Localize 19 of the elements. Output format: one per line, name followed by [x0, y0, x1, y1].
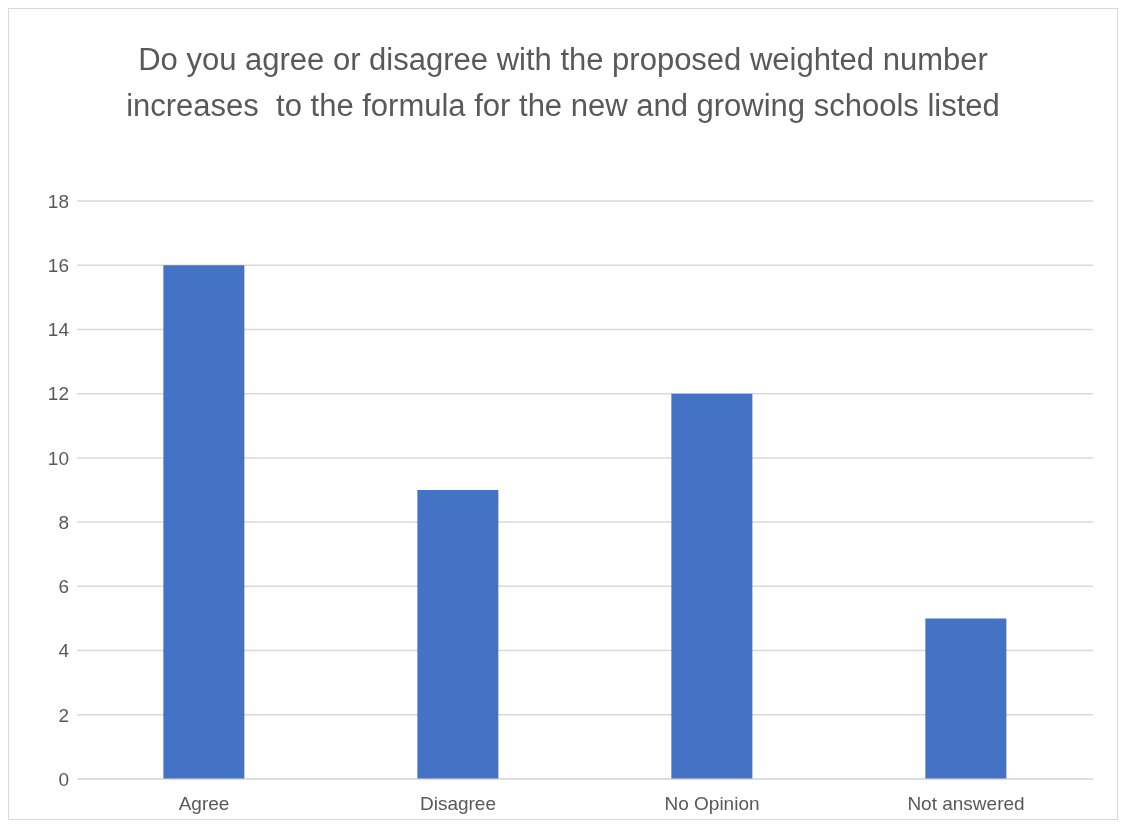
- y-tick-label: 10: [47, 447, 69, 469]
- y-tick-label: 0: [58, 768, 69, 790]
- chart-title: Do you agree or disagree with the proposed weighted number increases to the formula for the new and growing schools listed: [125, 41, 1001, 125]
- y-tick-label: 16: [47, 254, 69, 276]
- y-tick-label: 6: [58, 576, 69, 598]
- x-tick-label: Agree: [178, 793, 230, 815]
- bar: [163, 265, 245, 779]
- y-tick-label: 8: [58, 511, 69, 533]
- y-tick-label: 12: [47, 383, 69, 405]
- y-tick-label: 14: [47, 319, 70, 341]
- x-tick-label: Disagree: [419, 793, 497, 815]
- x-tick-label: Not answered: [907, 793, 1025, 815]
- x-tick-label: No Opinion: [664, 793, 760, 815]
- y-tick-label: 18: [47, 190, 69, 212]
- bar: [925, 618, 1007, 779]
- bar: [417, 490, 499, 779]
- y-tick-label: 2: [58, 704, 69, 726]
- y-tick-label: 4: [58, 640, 70, 662]
- bar: [671, 393, 753, 779]
